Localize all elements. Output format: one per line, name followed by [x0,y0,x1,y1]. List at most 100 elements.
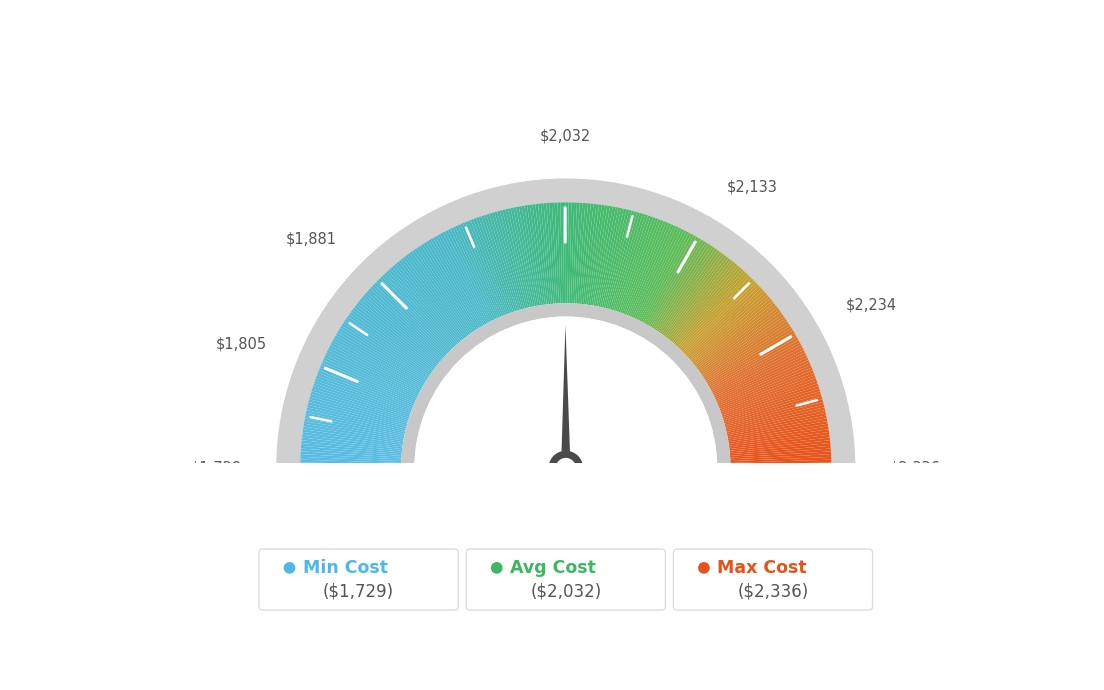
FancyBboxPatch shape [259,549,458,610]
Wedge shape [302,432,403,447]
Wedge shape [704,324,790,380]
Wedge shape [330,342,421,392]
Wedge shape [725,402,824,428]
Wedge shape [484,215,517,311]
Wedge shape [424,242,479,329]
Wedge shape [679,275,750,349]
Wedge shape [716,362,810,404]
Wedge shape [433,237,485,326]
Wedge shape [565,202,569,304]
Wedge shape [552,203,559,304]
Wedge shape [382,275,453,349]
Wedge shape [445,230,492,322]
Wedge shape [506,209,530,308]
Wedge shape [305,415,404,437]
Wedge shape [590,205,607,305]
Wedge shape [508,208,531,307]
Wedge shape [673,267,742,344]
Wedge shape [714,355,807,400]
Wedge shape [306,410,405,434]
Wedge shape [671,264,737,342]
Wedge shape [728,421,828,440]
Wedge shape [300,454,402,461]
Wedge shape [722,386,819,419]
Wedge shape [725,400,824,427]
Circle shape [284,562,296,573]
Wedge shape [302,426,403,444]
Wedge shape [720,373,815,411]
Wedge shape [403,257,466,338]
Wedge shape [730,446,830,456]
Wedge shape [453,226,497,319]
Wedge shape [315,378,411,414]
Bar [141,463,991,627]
Wedge shape [331,340,422,390]
Wedge shape [629,223,671,317]
Wedge shape [615,215,648,311]
Wedge shape [463,222,503,316]
Wedge shape [340,326,427,381]
Wedge shape [428,239,482,327]
Wedge shape [481,215,514,312]
Wedge shape [647,237,699,326]
Wedge shape [431,238,484,326]
Wedge shape [414,317,718,468]
Text: ($2,032): ($2,032) [530,582,602,600]
Wedge shape [669,262,735,341]
Wedge shape [652,242,708,329]
Wedge shape [314,383,410,417]
Wedge shape [543,203,554,304]
Wedge shape [731,465,831,468]
Wedge shape [510,208,533,307]
Wedge shape [300,448,402,457]
Wedge shape [637,229,683,320]
Wedge shape [394,264,460,342]
Wedge shape [355,303,437,367]
Text: $1,881: $1,881 [286,231,337,246]
Text: $1,729: $1,729 [191,460,242,475]
Wedge shape [317,373,412,411]
Circle shape [549,451,583,485]
Wedge shape [651,241,705,328]
Wedge shape [405,255,468,337]
Wedge shape [468,220,507,315]
Wedge shape [723,391,821,422]
Wedge shape [474,218,510,314]
Wedge shape [602,209,626,308]
Wedge shape [707,331,795,384]
Wedge shape [649,239,703,327]
Wedge shape [729,429,829,446]
Wedge shape [680,276,752,351]
Wedge shape [692,299,773,364]
Wedge shape [573,203,580,304]
Wedge shape [605,210,631,308]
Wedge shape [521,206,540,306]
Wedge shape [644,234,693,324]
Wedge shape [349,312,433,373]
Wedge shape [658,248,718,333]
Text: $2,336: $2,336 [890,460,941,475]
Wedge shape [319,368,413,407]
Wedge shape [730,435,830,449]
Wedge shape [626,221,666,315]
Wedge shape [363,295,442,362]
Wedge shape [308,400,406,427]
Wedge shape [730,454,831,461]
Wedge shape [576,203,585,304]
Wedge shape [666,257,729,338]
Wedge shape [410,251,470,335]
Wedge shape [358,301,438,366]
Wedge shape [500,210,527,308]
Wedge shape [380,276,452,351]
Wedge shape [390,267,458,344]
Wedge shape [681,278,754,351]
Wedge shape [309,397,407,425]
Wedge shape [418,245,476,331]
Wedge shape [316,375,412,412]
Wedge shape [709,337,798,388]
Wedge shape [604,209,629,308]
Wedge shape [301,446,402,456]
Wedge shape [718,365,811,406]
Wedge shape [364,293,443,360]
Wedge shape [325,355,417,400]
